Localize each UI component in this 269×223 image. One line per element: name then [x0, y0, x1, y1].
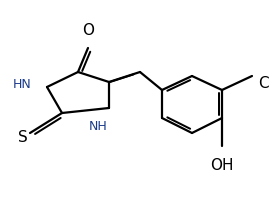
- Text: HN: HN: [13, 78, 32, 91]
- Text: O: O: [82, 23, 94, 38]
- Text: NH: NH: [88, 120, 107, 133]
- Text: S: S: [18, 130, 28, 145]
- Text: Cl: Cl: [258, 76, 269, 91]
- Text: OH: OH: [210, 158, 234, 173]
